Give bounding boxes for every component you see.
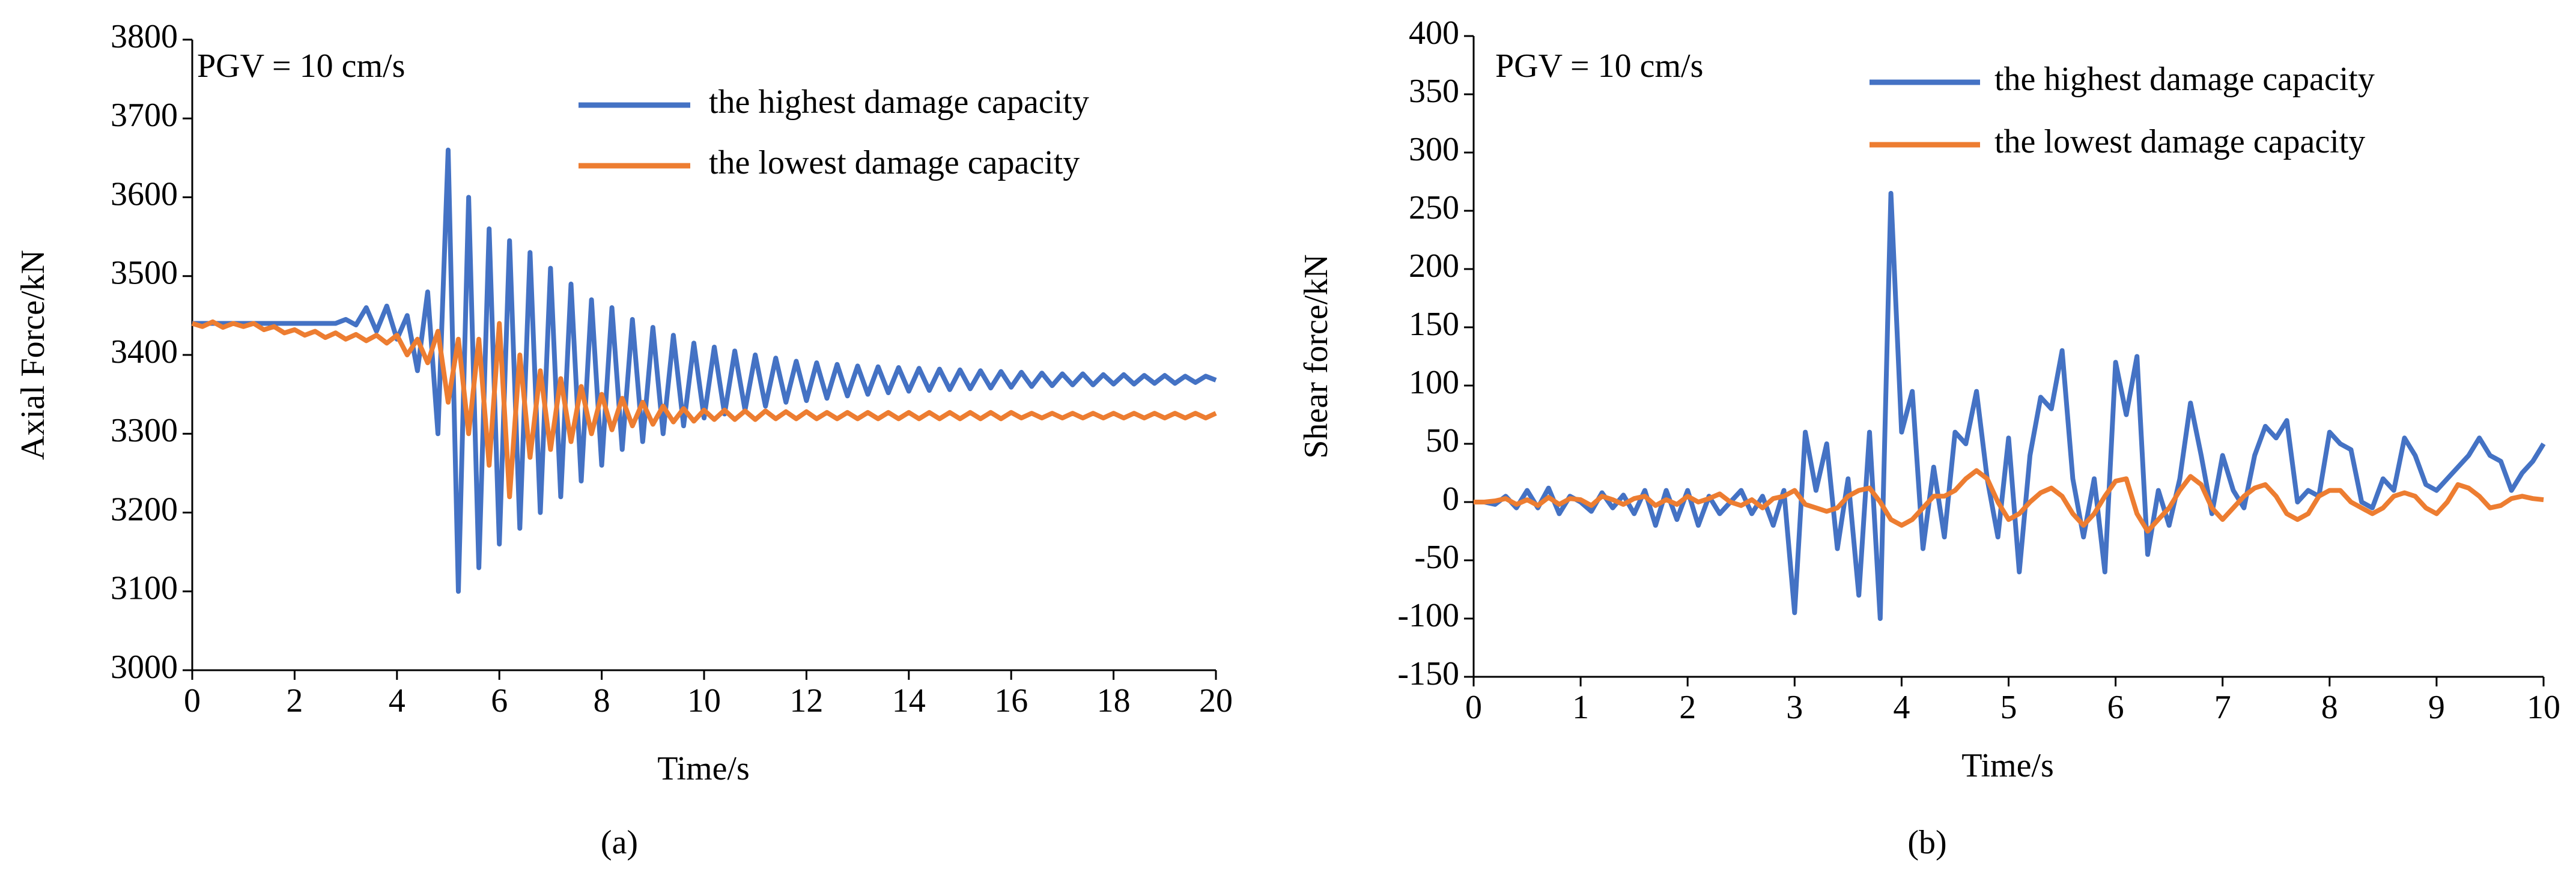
x-tick-label: 8 <box>2321 689 2338 726</box>
x-tick-label: 5 <box>2000 689 2017 726</box>
legend-label: the highest damage capacity <box>709 83 1089 121</box>
y-axis-title: Axial Force/kN <box>14 250 52 460</box>
y-tick-label: 3600 <box>111 175 178 213</box>
y-tick-label: 3500 <box>111 255 178 292</box>
x-tick-label: 3 <box>1786 689 1803 726</box>
x-tick-label: 8 <box>594 682 610 719</box>
data-line <box>1474 190 2546 621</box>
y-tick-label: 3200 <box>111 491 178 528</box>
y-tick-label: 150 <box>1409 306 1459 343</box>
y-tick-label: 250 <box>1409 189 1459 226</box>
x-tick-label: 12 <box>789 682 823 719</box>
y-tick-label: 100 <box>1409 364 1459 401</box>
caption: (a) <box>601 824 638 861</box>
y-tick-label: 300 <box>1409 131 1459 168</box>
x-tick-label: 4 <box>1893 689 1910 726</box>
x-tick-label: 2 <box>286 682 303 719</box>
x-tick-label: 18 <box>1097 682 1131 719</box>
data-line <box>192 147 1217 594</box>
y-tick-label: 3800 <box>111 18 178 55</box>
x-tick-label: 20 <box>1199 682 1233 719</box>
y-tick-label: 3000 <box>111 649 178 686</box>
legend-label: the lowest damage capacity <box>1994 123 2365 160</box>
y-tick-label: 3700 <box>111 97 178 134</box>
y-axis-title: Shear force/kN <box>1298 254 1335 459</box>
legend-label: the lowest damage capacity <box>709 144 1080 181</box>
x-tick-label: 1 <box>1572 689 1589 726</box>
data-line <box>1474 468 2544 534</box>
x-tick-label: 10 <box>687 682 721 719</box>
annotation: PGV = 10 cm/s <box>1495 47 1703 85</box>
x-tick-label: 6 <box>491 682 508 719</box>
y-tick-label: 3100 <box>111 570 178 607</box>
x-tick-label: 7 <box>2214 689 2231 726</box>
x-tick-label: 0 <box>1465 689 1482 726</box>
y-tick-label: 0 <box>1442 480 1459 518</box>
y-tick-label: 200 <box>1409 247 1459 285</box>
x-tick-label: 0 <box>184 682 201 719</box>
y-tick-label: -50 <box>1414 539 1459 576</box>
x-tick-label: 2 <box>1679 689 1696 726</box>
x-axis-title: Time/s <box>1961 747 2054 784</box>
caption: (b) <box>1907 824 1946 861</box>
data-line <box>191 319 1217 500</box>
y-tick-label: 3300 <box>111 412 178 449</box>
y-tick-label: 400 <box>1409 14 1459 52</box>
x-tick-label: 4 <box>389 682 406 719</box>
y-tick-label: 3400 <box>111 333 178 371</box>
y-tick-label: 350 <box>1409 73 1459 110</box>
annotation: PGV = 10 cm/s <box>197 47 405 85</box>
x-tick-label: 9 <box>2428 689 2445 726</box>
x-tick-label: 6 <box>2107 689 2124 726</box>
y-tick-label: 50 <box>1426 422 1459 459</box>
legend-label: the highest damage capacity <box>1994 61 2375 98</box>
x-tick-label: 16 <box>994 682 1028 719</box>
y-tick-label: -100 <box>1397 597 1459 634</box>
x-axis-title: Time/s <box>657 750 750 787</box>
x-tick-label: 10 <box>2527 689 2560 726</box>
y-tick-label: -150 <box>1397 655 1459 692</box>
x-tick-label: 14 <box>892 682 926 719</box>
